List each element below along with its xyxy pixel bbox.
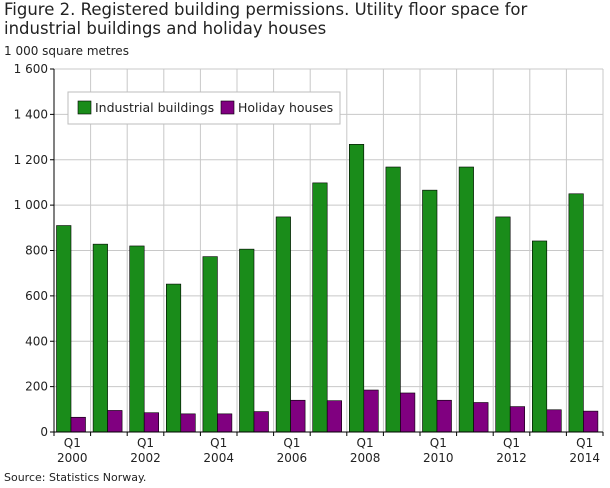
y-tick-label: 0 [40,425,48,439]
x-tick-label-quarter: Q1 [137,436,154,450]
x-tick-label-quarter: Q1 [64,436,81,450]
bar-holiday-houses [436,399,452,433]
bar-industrial-buildings [275,216,291,433]
x-tick-label-quarter: Q1 [210,436,227,450]
bar-industrial-buildings [348,144,365,433]
bar-industrial-buildings [312,182,328,433]
bar-industrial-buildings [495,216,511,433]
bar-holiday-houses [583,410,599,433]
bar-holiday-houses [509,406,526,433]
x-tick-label-year: 2012 [496,451,527,465]
bar-industrial-buildings [166,283,182,433]
y-tick-label: 1 000 [14,198,48,212]
bar-holiday-houses [473,402,489,433]
bar-holiday-houses [546,409,562,433]
bar-holiday-houses [363,389,379,433]
bar-holiday-houses [400,392,416,433]
y-tick-label: 1 600 [14,62,48,76]
legend-box [67,91,341,125]
y-tick-label: 600 [25,289,48,303]
source-note: Source: Statistics Norway. [4,471,147,484]
bar-holiday-houses [253,411,269,433]
x-tick-label-year: 2000 [57,451,88,465]
x-tick-label-year: 2006 [277,451,308,465]
bar-holiday-houses [143,412,159,433]
x-tick-label-quarter: Q1 [357,436,374,450]
bar-industrial-buildings [568,193,584,433]
y-tick-label: 400 [25,334,48,348]
x-tick-label-quarter: Q1 [283,436,300,450]
y-tick-label: 1 200 [14,153,48,167]
bar-industrial-buildings [531,240,548,433]
bar-industrial-buildings [385,166,401,433]
x-tick-label-year: 2004 [203,451,234,465]
bar-holiday-houses [290,399,306,433]
y-tick-label: 1 400 [14,107,48,121]
bar-industrial-buildings [56,225,72,433]
y-axis-unit-label: 1 000 square metres [4,44,129,58]
x-tick-label-year: 2008 [350,451,381,465]
legend-label-holiday-houses: Holiday houses [238,100,333,115]
legend-swatch-industrial-buildings [77,100,92,115]
bar-holiday-houses [217,413,233,433]
legend: Industrial buildings Holiday houses [67,91,341,125]
legend-label-industrial-buildings: Industrial buildings [95,100,214,115]
x-tick-label-quarter: Q1 [503,436,520,450]
bar-industrial-buildings [92,243,108,433]
bar-holiday-houses [70,416,86,433]
bar-holiday-houses [326,400,343,433]
x-tick-label-quarter: Q1 [430,436,447,450]
bar-industrial-buildings [129,245,145,433]
y-tick-label: 200 [25,380,48,394]
x-tick-label-year: 2002 [130,451,161,465]
bar-industrial-buildings [458,166,474,433]
x-tick-label-year: 2014 [569,451,600,465]
x-tick-label-year: 2010 [423,451,454,465]
y-tick-label: 800 [25,244,48,258]
bar-holiday-houses [180,413,196,433]
bar-holiday-houses [107,410,123,433]
legend-swatch-holiday-houses [220,100,235,115]
x-tick-label-quarter: Q1 [576,436,593,450]
bar-industrial-buildings [422,189,438,433]
bar-industrial-buildings [202,256,218,433]
bar-industrial-buildings [239,248,255,433]
chart-title: Figure 2. Registered building permission… [4,0,528,38]
